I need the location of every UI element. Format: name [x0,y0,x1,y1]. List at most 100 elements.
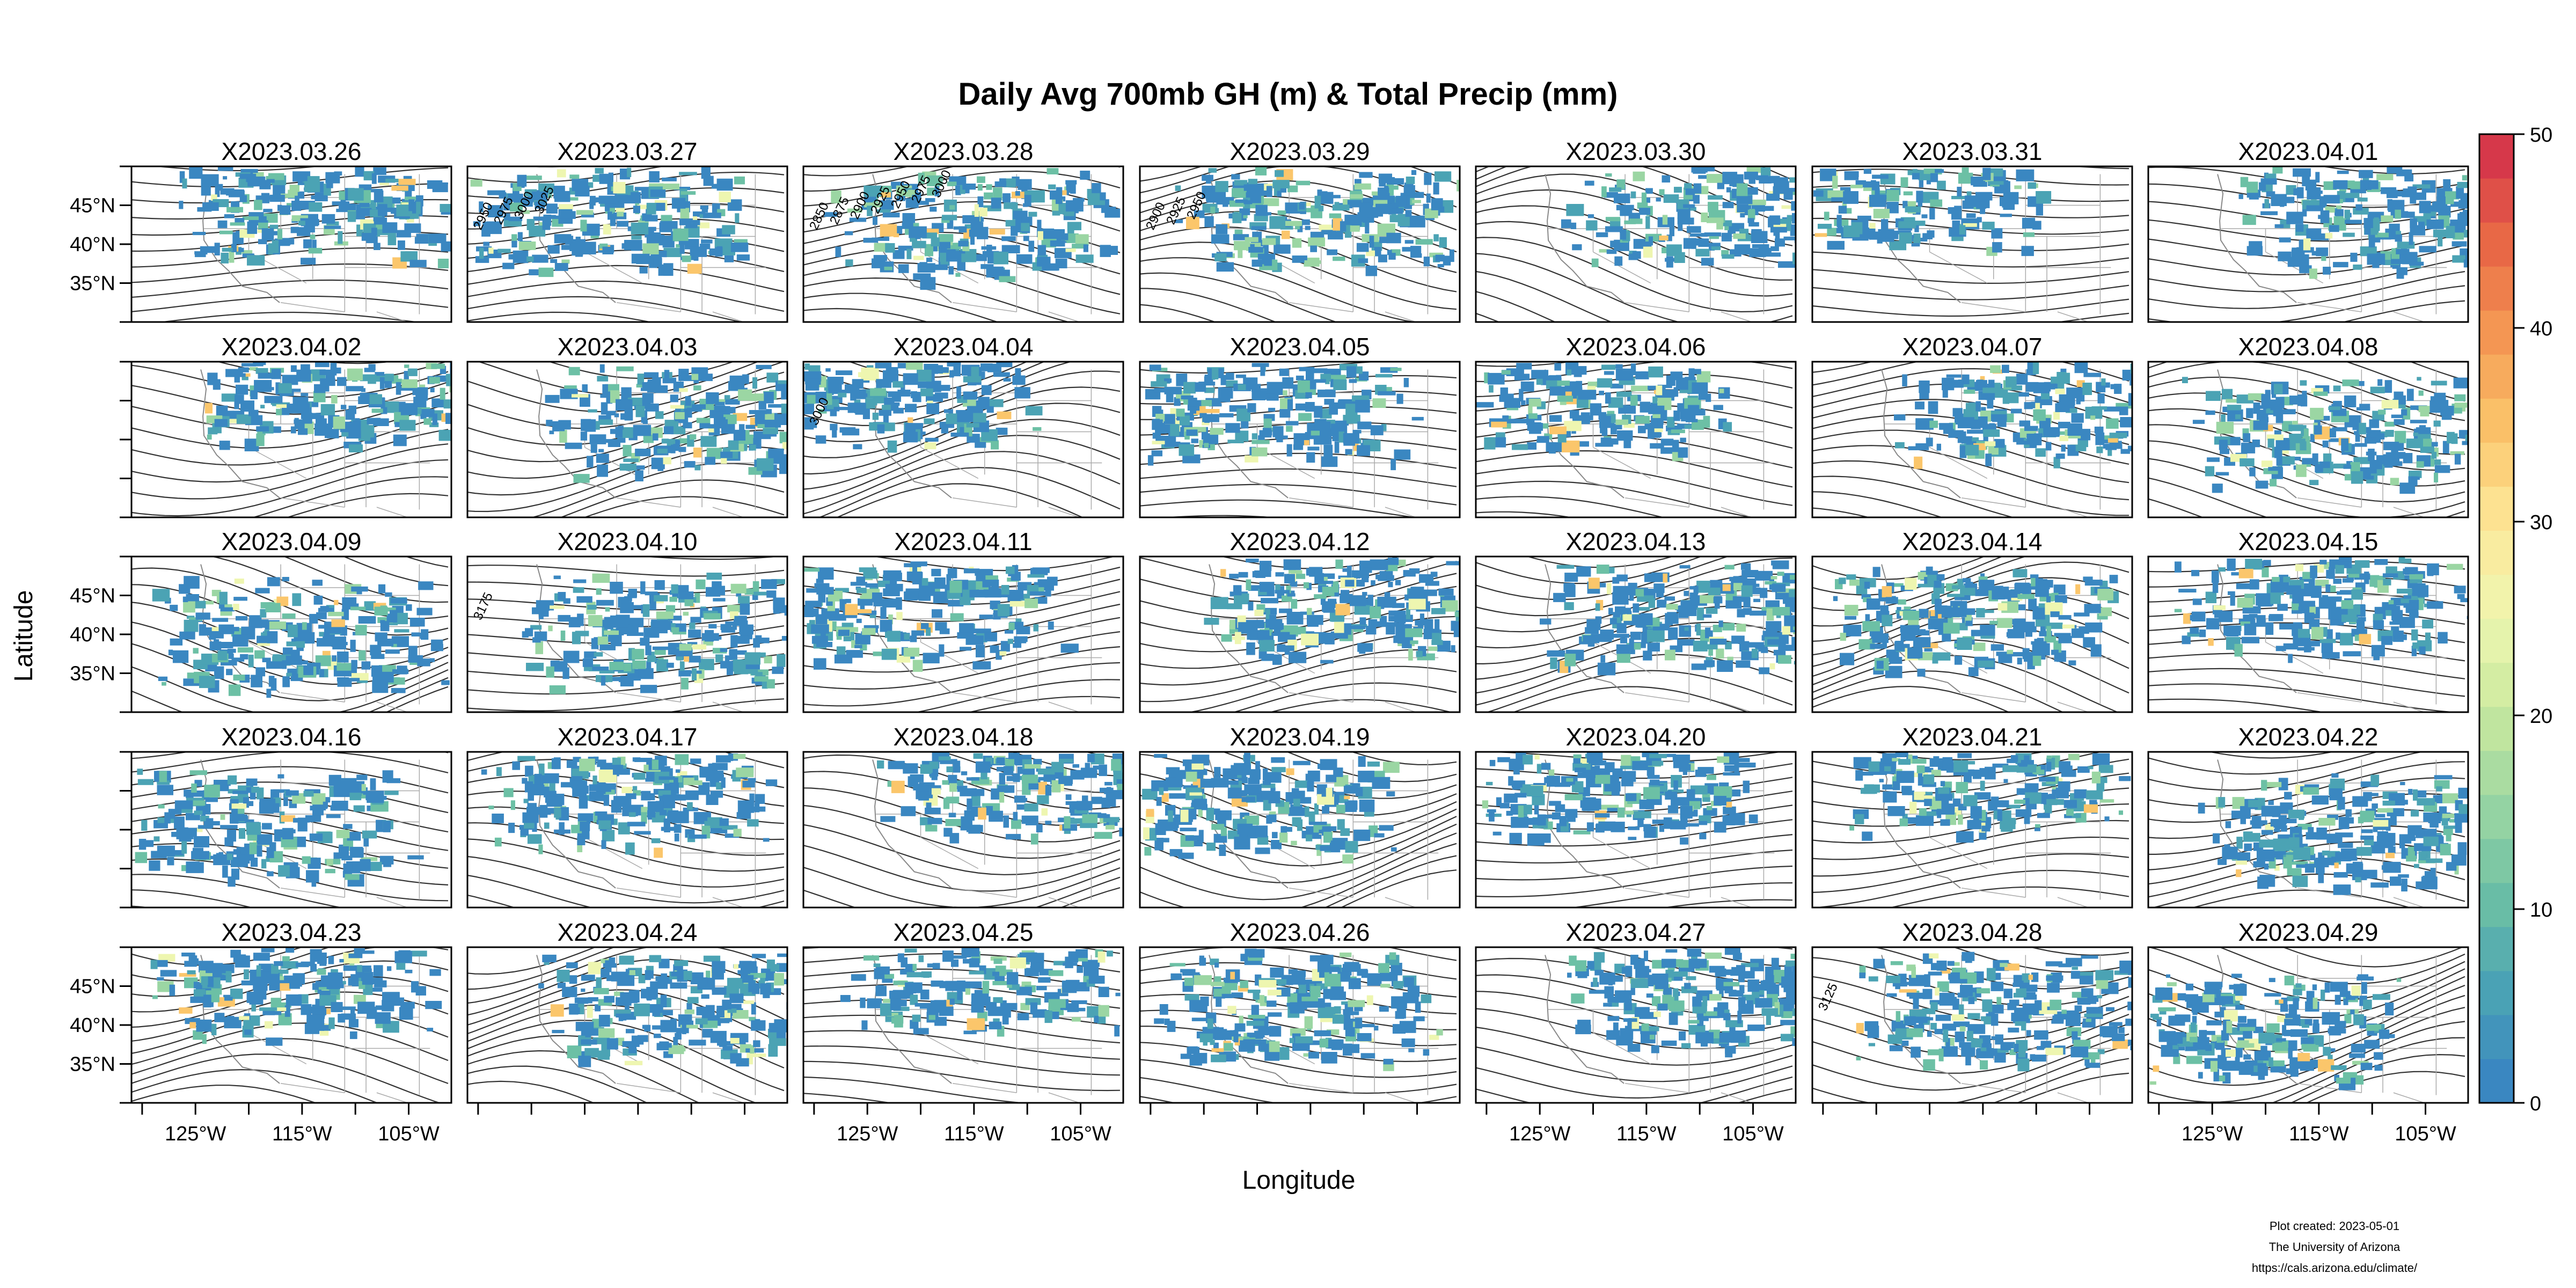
y-tick-label: 35°N [70,663,115,685]
precip-cell [1375,574,1387,580]
gh-contour [803,662,1121,707]
precip-cell [781,404,787,414]
precip-cell [1203,433,1219,444]
precip-cell [888,391,899,398]
precip-cell [860,595,872,599]
gh-contour [803,292,999,322]
precip-cell [2255,480,2268,489]
precip-cell [1000,641,1010,652]
precip-cell [1164,378,1172,383]
precip-cell [482,222,487,228]
precip-cell [1330,375,1346,379]
precip-cell [996,362,1013,368]
precip-cell [349,444,363,452]
precip-cell [1322,587,1335,596]
precip-cell [1966,213,1976,218]
precip-cell [1154,388,1170,393]
precip-cell [308,247,323,254]
precip-cell [859,567,876,573]
precip-cell [1423,257,1430,267]
precip-cell [2311,388,2323,393]
precip-cell [1987,181,2004,185]
precip-cell [908,423,924,427]
state-border [2393,507,2426,517]
precip-cell [1881,219,1889,231]
precip-cell [1878,229,1894,242]
precip-cell [920,388,933,397]
coastline [2217,564,2297,693]
precip-cell [2216,421,2234,434]
precip-cell [815,435,826,444]
precip-cell [706,573,722,580]
precip-cell [1320,660,1334,664]
precip-cell [2352,426,2365,430]
precip-cell [916,429,921,442]
precip-cell [1662,247,1670,253]
precip-cell [475,256,489,263]
precip-cell [1635,589,1644,597]
precip-cell [1867,598,1880,610]
precip-cell [1264,255,1272,266]
precip-cell [2051,649,2059,655]
precip-cell [2016,374,2028,385]
precip-cell [883,570,902,582]
precip-cell [2363,218,2373,228]
precip-cell [1992,589,2005,600]
precip-cell [268,676,275,687]
precip-cell [269,224,279,229]
precip-cell [979,614,993,619]
precip-cell [858,403,876,409]
precip-cell [229,419,241,423]
precip-cell [2341,438,2349,451]
state-border [953,497,1017,508]
gh-contour [872,557,1117,572]
precip-cell [2300,380,2307,386]
precip-cell [364,368,375,372]
precip-cell [2376,455,2387,462]
precip-cell [2409,470,2422,478]
precip-cell [565,442,582,449]
precip-cell [390,598,407,604]
precip-cell [594,652,603,657]
precip-cell [1375,374,1393,378]
panel-frame [802,555,1124,713]
precip-cell [863,570,877,579]
precip-cell [606,391,613,404]
precip-cell [1403,378,1409,387]
map-panel: X2023.04.05 [1139,333,1461,518]
precip-cell [671,584,678,594]
precip-cell [764,392,774,404]
precip-cell [1353,442,1359,451]
precip-cell [1957,417,1974,428]
precip-cell [1025,406,1043,416]
precip-cell [239,173,257,179]
gh-contour [1812,557,1986,580]
precip-cell [2110,384,2118,390]
precip-cell [1885,597,1898,604]
precip-cell [1100,192,1106,201]
precip-cell [2333,463,2346,469]
precip-cell [2359,404,2370,408]
precip-cell [2284,196,2295,203]
precip-cell [1617,430,1633,441]
precip-cell [1659,189,1665,195]
precip-cell [1372,398,1386,408]
precip-cell [2391,414,2403,419]
precip-cell [1354,183,1371,190]
precip-cell [1648,598,1656,608]
precip-cell [1770,246,1779,251]
precip-cell [1721,220,1732,226]
precip-cell [1362,576,1369,582]
precip-cell [2074,362,2088,374]
precip-cell [982,579,989,588]
precip-cell [558,206,573,219]
precip-cell [1679,625,1691,637]
precip-cell [845,604,858,616]
precip-cell [876,209,890,213]
precip-cell [1628,582,1637,596]
precip-cell [977,196,984,208]
precip-cell [1314,594,1327,599]
precip-cell [1265,609,1270,621]
precip-cell [1586,220,1598,231]
precip-cell [523,210,530,214]
